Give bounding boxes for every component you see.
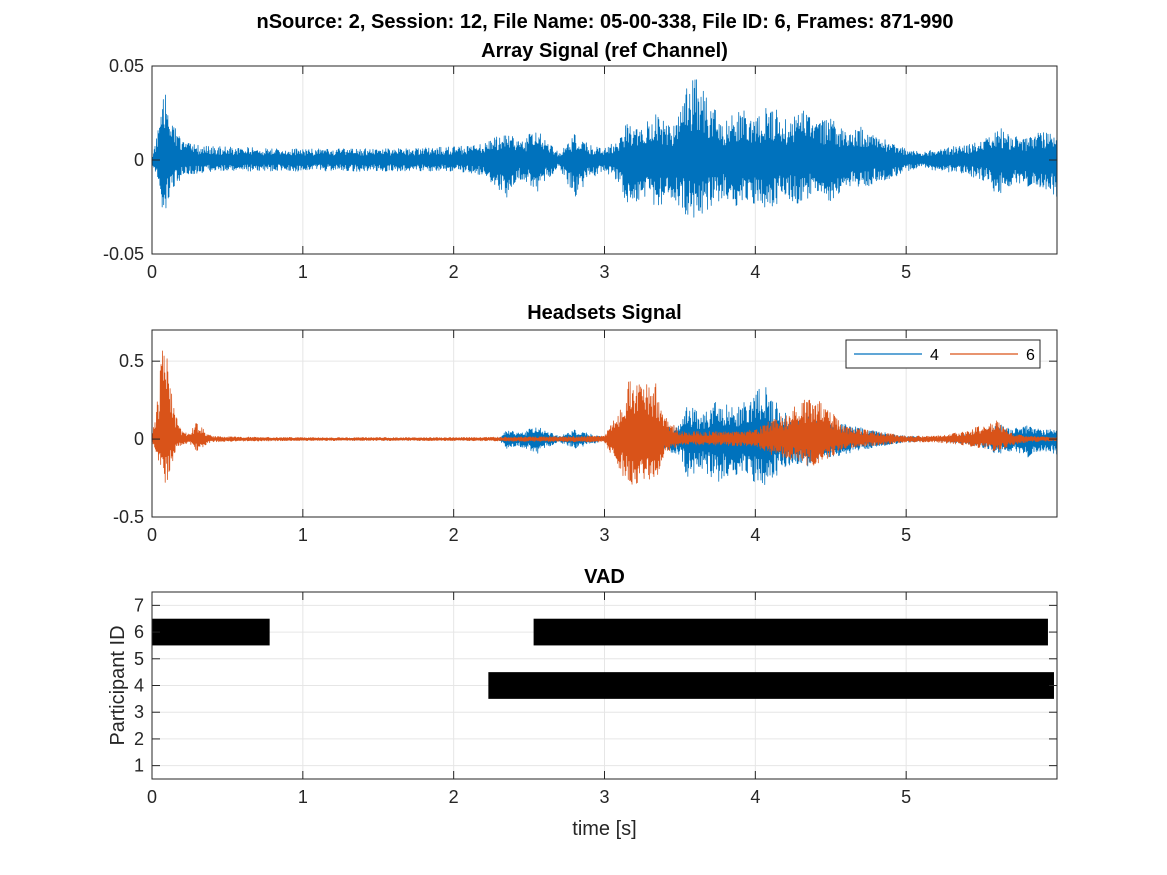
vad-ylabel: Participant ID (107, 625, 129, 745)
vad-segment-participant-4 (488, 672, 1054, 699)
vad-xlabel: time [s] (572, 818, 636, 840)
headsets-xtick-label: 4 (750, 525, 760, 545)
vad-ytick-label: 3 (134, 702, 144, 722)
headsets-ytick-label: 0 (134, 429, 144, 449)
array-xtick-label: 2 (449, 262, 459, 282)
vad-ytick-label: 7 (134, 595, 144, 615)
vad-ytick-label: 1 (134, 756, 144, 776)
vad-xtick-label: 2 (449, 787, 459, 807)
array-xtick-label: 4 (750, 262, 760, 282)
legend-label-4: 4 (930, 347, 939, 364)
array-ytick-label: 0 (134, 150, 144, 170)
array-ytick-label: 0.05 (109, 56, 144, 76)
vad-xtick-label: 0 (147, 787, 157, 807)
legend-label-6: 6 (1026, 347, 1035, 364)
vad-segment-participant-6 (152, 618, 270, 646)
headsets-title: Headsets Signal (527, 302, 682, 324)
headsets-xtick-label: 5 (901, 525, 911, 545)
array-xtick-label: 5 (901, 262, 911, 282)
array-xtick-label: 1 (298, 262, 308, 282)
array-xtick-label: 0 (147, 262, 157, 282)
headsets-xtick-label: 1 (298, 525, 308, 545)
vad-title: VAD (584, 566, 625, 588)
headsets-ytick-label: -0.5 (113, 507, 144, 527)
headsets-ytick-label: 0.5 (119, 351, 144, 371)
vad-xtick-label: 5 (901, 787, 911, 807)
array-title: Array Signal (ref Channel) (481, 40, 728, 62)
array-xtick-label: 3 (599, 262, 609, 282)
headsets-xtick-label: 2 (449, 525, 459, 545)
vad-ytick-label: 2 (134, 729, 144, 749)
vad-xtick-label: 3 (599, 787, 609, 807)
array-ytick-label: -0.05 (103, 244, 144, 264)
vad-ytick-label: 5 (134, 649, 144, 669)
headsets-xtick-label: 0 (147, 525, 157, 545)
headsets-series-6-line (151, 350, 1058, 485)
vad-ytick-label: 6 (134, 622, 144, 642)
vad-xtick-label: 4 (750, 787, 760, 807)
array-series-0-line (151, 79, 1058, 218)
headsets-xtick-label: 3 (599, 525, 609, 545)
vad-xtick-label: 1 (298, 787, 308, 807)
vad-ytick-label: 4 (134, 676, 144, 696)
vad-segment-participant-6 (533, 618, 1048, 646)
figure-suptitle: nSource: 2, Session: 12, File Name: 05-0… (257, 11, 954, 33)
